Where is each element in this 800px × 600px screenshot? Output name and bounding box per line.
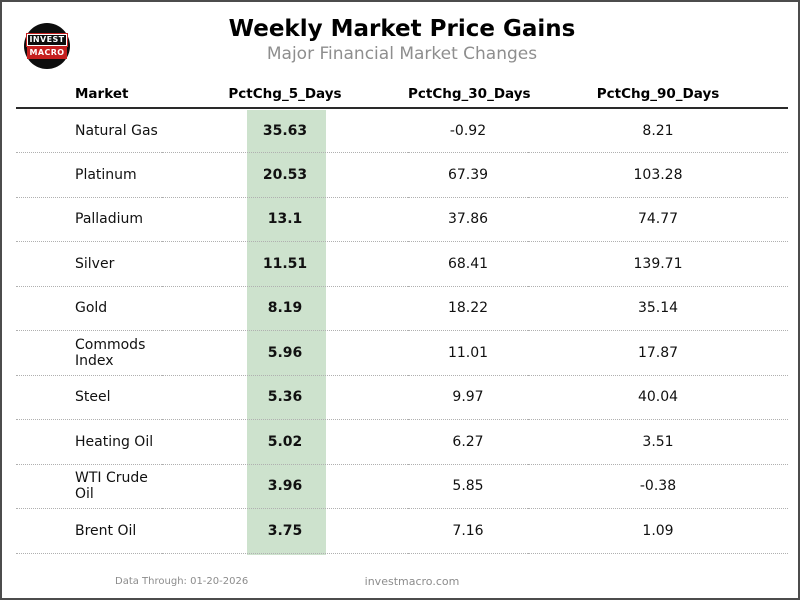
- pctchg-30-days-cell: 11.01: [408, 330, 528, 376]
- market-name-cell: WTI Crude Oil: [16, 464, 162, 509]
- market-price-table: Market PctChg_5_Days PctChg_30_Days PctC…: [16, 81, 788, 554]
- column-header-pctchg-30-days: PctChg_30_Days: [408, 81, 531, 109]
- table-row: Gold 8.19 18.22 35.14: [16, 286, 788, 331]
- investmacro-logo-icon: INVEST MACRO: [24, 23, 70, 69]
- column-header-pctchg-90-days: PctChg_90_Days: [528, 81, 788, 109]
- table-row: WTI Crude Oil 3.96 5.85 -0.38: [16, 464, 788, 509]
- pctchg-90-days-cell: 103.28: [528, 152, 788, 198]
- market-name-cell: Natural Gas: [16, 108, 162, 153]
- market-name-cell: Commods Index: [16, 330, 162, 376]
- table-row: Natural Gas 35.63 -0.92 8.21: [16, 108, 788, 153]
- pctchg-30-days-cell: 18.22: [408, 286, 528, 331]
- table-row: Heating Oil 5.02 6.27 3.51: [16, 419, 788, 465]
- pctchg-90-days-cell: 74.77: [528, 197, 788, 242]
- table-row: Platinum 20.53 67.39 103.28: [16, 152, 788, 198]
- table-header-row: Market PctChg_5_Days PctChg_30_Days PctC…: [16, 81, 788, 109]
- pctchg-30-days-cell: 37.86: [408, 197, 528, 242]
- table-row: Palladium 13.1 37.86 74.77: [16, 197, 788, 242]
- market-name-cell: Steel: [16, 375, 162, 420]
- market-name-cell: Heating Oil: [16, 419, 162, 465]
- column-header-pctchg-5-days: PctChg_5_Days: [162, 81, 408, 109]
- logo-invest-label: INVEST: [25, 32, 69, 47]
- table-row: Brent Oil 3.75 7.16 1.09: [16, 508, 788, 554]
- pctchg-5-days-cell: 5.02: [162, 419, 408, 465]
- market-name-cell: Gold: [16, 286, 162, 331]
- pctchg-5-days-cell: 13.1: [162, 197, 408, 242]
- table-row: Steel 5.36 9.97 40.04: [16, 375, 788, 420]
- pctchg-90-days-cell: 3.51: [528, 419, 788, 465]
- pctchg-5-days-cell: 8.19: [162, 286, 408, 331]
- pctchg-5-days-cell: 20.53: [162, 152, 408, 198]
- pctchg-30-days-cell: 68.41: [408, 241, 528, 287]
- data-through-label: Data Through: 01-20-2026: [115, 576, 249, 587]
- website-label: investmacro.com: [364, 575, 460, 588]
- page-title: Weekly Market Price Gains: [228, 16, 576, 42]
- pctchg-30-days-cell: 6.27: [408, 419, 528, 465]
- pctchg-30-days-cell: 7.16: [408, 508, 528, 554]
- pctchg-30-days-cell: 5.85: [408, 464, 528, 509]
- column-header-market: Market: [16, 81, 162, 109]
- logo-text-stack: INVEST MACRO: [25, 32, 69, 59]
- table-row: Silver 11.51 68.41 139.71: [16, 241, 788, 287]
- pctchg-90-days-cell: 17.87: [528, 330, 788, 376]
- pctchg-90-days-cell: 139.71: [528, 241, 788, 287]
- pctchg-30-days-cell: 67.39: [408, 152, 528, 198]
- market-name-cell: Silver: [16, 241, 162, 287]
- market-name-cell: Brent Oil: [16, 508, 162, 554]
- pctchg-90-days-cell: 40.04: [528, 375, 788, 420]
- pctchg-90-days-cell: 35.14: [528, 286, 788, 331]
- table-row: Commods Index 5.96 11.01 17.87: [16, 330, 788, 376]
- pctchg-30-days-cell: -0.92: [408, 108, 528, 153]
- pctchg-90-days-cell: 8.21: [528, 108, 788, 153]
- pctchg-30-days-cell: 9.97: [408, 375, 528, 420]
- pctchg-5-days-cell: 11.51: [162, 241, 408, 287]
- logo-macro-label: MACRO: [26, 46, 68, 59]
- market-name-cell: Palladium: [16, 197, 162, 242]
- pctchg-5-days-cell: 5.96: [162, 330, 408, 376]
- pctchg-90-days-cell: -0.38: [528, 464, 788, 509]
- pctchg-5-days-cell: 3.96: [162, 464, 408, 509]
- pctchg-5-days-cell: 5.36: [162, 375, 408, 420]
- pctchg-5-days-cell: 35.63: [162, 108, 408, 153]
- market-name-cell: Platinum: [16, 152, 162, 198]
- pctchg-90-days-cell: 1.09: [528, 508, 788, 554]
- pctchg-5-days-cell: 3.75: [162, 508, 408, 554]
- page-subtitle: Major Financial Market Changes: [266, 44, 538, 64]
